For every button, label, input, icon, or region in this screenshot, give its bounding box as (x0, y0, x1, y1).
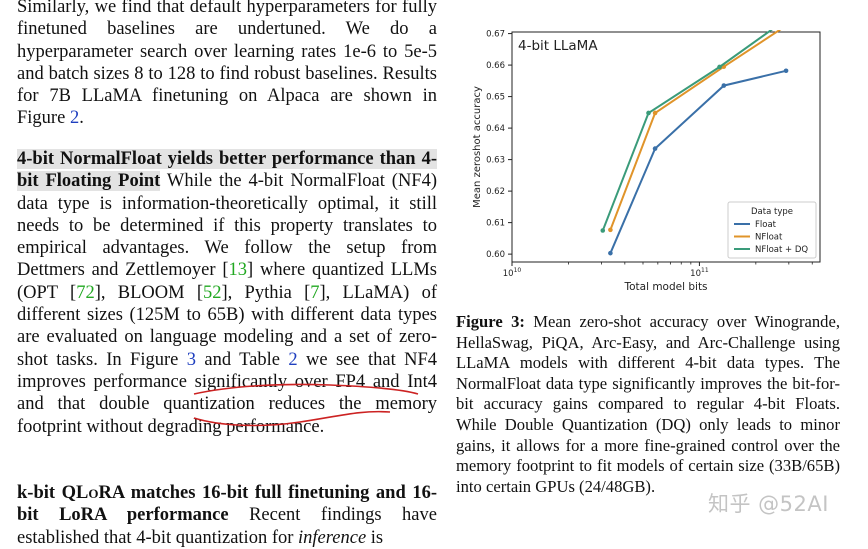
y-tick-label: 0.65 (486, 93, 505, 103)
y-tick-label: 0.66 (486, 61, 505, 71)
data-point (652, 146, 658, 151)
x-axis-label: Total model bits (623, 281, 707, 293)
heading-part: k-bit QL (17, 483, 89, 503)
paragraph-qlora: k-bit QLoRA matches 16-bit full finetuni… (17, 482, 437, 549)
y-tick-label: 0.63 (486, 156, 505, 166)
paragraph-text: and Table (195, 349, 289, 370)
data-point (608, 250, 613, 256)
y-tick-label: 0.60 (486, 250, 505, 260)
paragraph-hyperparameters: Similarly, we find that default hyperpar… (17, 0, 437, 130)
x-tick-label: 1011 (690, 267, 709, 279)
citation-13-link[interactable]: 13 (228, 260, 248, 281)
plot-frame (511, 31, 821, 263)
section-heading-qlora: k-bit QLoRA matches 16-bit full finetuni… (17, 483, 437, 525)
y-tick-label: 0.61 (486, 219, 505, 229)
red-underline-annotation (193, 383, 419, 427)
paragraph-text: ], LLaMA) of different sizes (125M to 65… (17, 282, 437, 370)
y-axis-label: Mean zeroshot accuracy (472, 86, 483, 208)
data-point (717, 64, 722, 70)
table-2-link[interactable]: 2 (288, 349, 298, 370)
caption-text: Mean zero-shot accuracy over Winogrande,… (456, 312, 840, 496)
figure-2-link[interactable]: 2 (69, 108, 80, 129)
y-tick-label: 0.67 (486, 30, 505, 40)
heading-part: o (88, 483, 99, 503)
watermark: 知乎 @52AI (708, 492, 829, 516)
paragraph-text: ], BLOOM [ (94, 282, 203, 303)
caption-label: Figure 3: (456, 312, 525, 331)
data-point (646, 110, 651, 116)
data-point (652, 110, 658, 116)
citation-72-link[interactable]: 72 (76, 282, 95, 303)
legend-box (727, 201, 817, 259)
paragraph-text: While the 4-bit NormalFloat (NF4) data t… (17, 171, 438, 281)
data-point (608, 227, 613, 233)
citation-52-link[interactable]: 52 (202, 282, 222, 303)
x-tick-label: 1010 (503, 267, 522, 279)
accuracy-chart: 0.60 0.61 0.62 0.63 0.64 0.65 0.66 0.67 1010 1011… (472, 30, 821, 293)
paragraph-nf4: 4-bit NormalFloat yields better performa… (17, 148, 437, 438)
period: . (79, 108, 84, 129)
figure-caption: Figure 3: Mean zero-shot accuracy over W… (456, 312, 840, 497)
series-line (609, 30, 782, 231)
data-point (721, 83, 727, 88)
paragraph-text: we see that NF4 improves performance sig… (17, 349, 437, 437)
legend-title: Data type (751, 207, 793, 217)
paragraph-text: ] where quantized LLMs (OPT [ (17, 260, 437, 303)
series-line (609, 69, 787, 254)
figure-3-link[interactable]: 3 (186, 349, 196, 370)
citation-7-link[interactable]: 7 (310, 282, 320, 303)
legend-label: Float (755, 220, 777, 230)
data-point (783, 68, 789, 74)
heading-part: RA matches 16-bit full finetuning and 16… (17, 483, 437, 526)
y-tick-label: 0.62 (486, 187, 505, 197)
series-line (601, 30, 773, 231)
paragraph-text: Similarly, we find that default hyperpar… (17, 0, 437, 129)
y-tick-label: 0.64 (486, 124, 505, 134)
legend-label: NFloat + DQ (755, 245, 808, 255)
chart-title: 4-bit LLaMA (518, 38, 598, 54)
paragraph-text: ], Pythia [ (221, 282, 311, 303)
legend-label: NFloat (755, 233, 783, 243)
data-point (600, 228, 606, 233)
